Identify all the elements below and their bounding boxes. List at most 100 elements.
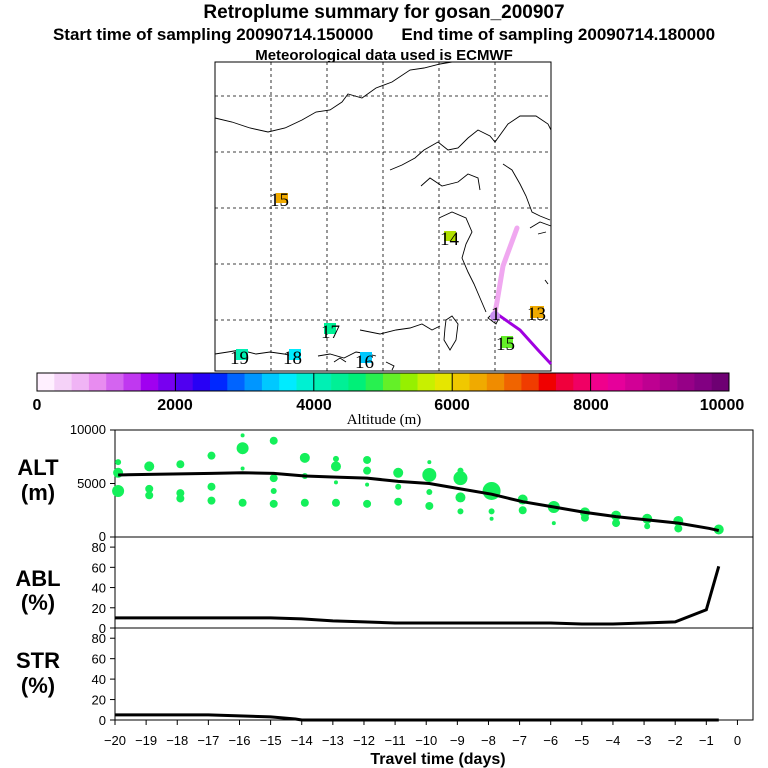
colorbar-cell <box>590 373 609 391</box>
alt-scatter-point <box>144 461 155 472</box>
colorbar-cell <box>642 373 661 391</box>
colorbar-cell <box>365 373 384 391</box>
alt-scatter-point <box>207 482 216 491</box>
label-marker-16 <box>360 352 372 363</box>
alt-scatter-point <box>427 460 432 465</box>
alt-scatter-point <box>363 455 372 464</box>
colorbar-cell <box>331 373 349 391</box>
colorbar-cell <box>296 373 315 391</box>
x-tick-label: −13 <box>322 733 344 748</box>
abl-series-line <box>115 565 721 626</box>
x-tick-label: −20 <box>104 733 126 748</box>
colorbar-cell <box>538 373 557 391</box>
colorbar-cell <box>521 373 539 391</box>
alt-scatter-point <box>207 496 216 505</box>
colorbar-tick-label: 8000 <box>573 397 609 414</box>
colorbar-cell <box>417 373 436 391</box>
map-label: 19 <box>230 348 249 369</box>
colorbar-tick-label: 2000 <box>157 397 193 414</box>
str-frame <box>114 627 754 721</box>
x-tick-label: −2 <box>668 733 683 748</box>
x-tick-label: −18 <box>166 733 188 748</box>
alt-scatter-point <box>455 492 466 503</box>
alt-scatter-point <box>207 451 216 460</box>
map: 15 14 13 15 17 19 18 16 1 <box>214 61 553 373</box>
map-frame <box>214 61 552 372</box>
alt-scatter-point <box>270 487 277 494</box>
alt-scatter-point <box>551 521 556 526</box>
colorbar-cell <box>175 373 193 391</box>
colorbar-tick-label: 0 <box>33 397 42 414</box>
map-label: 18 <box>283 348 302 369</box>
abl-ytick: 80 <box>92 540 106 555</box>
map-label: 13 <box>527 304 546 325</box>
x-axis-title: Travel time (days) <box>370 751 505 768</box>
map-label: 1 <box>491 304 501 325</box>
colorbar-tick-label: 4000 <box>296 397 332 414</box>
str-series-line <box>115 713 719 722</box>
alt-scatter-point <box>365 482 370 487</box>
alt-scatter-point <box>363 466 372 475</box>
x-tick-label: −6 <box>543 733 558 748</box>
x-tick-label: −4 <box>606 733 621 748</box>
x-tick-label: −1 <box>699 733 714 748</box>
map-label: 15 <box>270 190 289 211</box>
alt-scatter-point <box>488 508 495 515</box>
map-labels: 15 14 13 15 17 19 18 16 1 <box>230 190 546 373</box>
alt-series-line <box>118 471 720 533</box>
colorbar-cell <box>573 373 591 391</box>
colorbar-cell <box>71 373 90 391</box>
alt-panel: ALT (m) 10000 5000 0 <box>17 422 754 544</box>
alt-ytick: 0 <box>99 529 106 544</box>
label-marker-13 <box>530 306 544 318</box>
colorbar-cell <box>88 373 107 391</box>
alt-scatter-point <box>176 460 185 469</box>
alt-scatter-point <box>395 483 402 490</box>
colorbar-cell <box>434 373 453 391</box>
x-tick-label: −10 <box>415 733 437 748</box>
alt-scatter-point <box>240 466 245 471</box>
x-tick-label: −16 <box>228 733 250 748</box>
colorbar-cell <box>54 373 72 391</box>
map-label: 14 <box>440 229 460 250</box>
alt-scatter-point <box>332 455 339 462</box>
colorbar-cell <box>486 373 505 391</box>
x-tick-label: −17 <box>197 733 219 748</box>
alt-scatter-point <box>238 498 247 507</box>
alt-scatter-point <box>331 498 340 507</box>
colorbar-cell <box>123 373 142 391</box>
alt-scatter-point <box>482 481 501 500</box>
alt-scatter-point <box>112 484 125 497</box>
alt-ytick: 10000 <box>70 422 106 437</box>
str-ytick: 80 <box>92 631 106 646</box>
abl-ylabel-unit: (%) <box>21 590 55 615</box>
abl-ytick: 40 <box>92 581 106 596</box>
x-tick-label: −19 <box>135 733 157 748</box>
alt-scatter-point <box>422 467 437 482</box>
alt-scatter-point <box>299 452 310 463</box>
colorbar-cell <box>279 373 297 391</box>
alt-scatter-point <box>425 501 434 510</box>
colorbar-cell <box>158 373 176 391</box>
x-tick-label: −15 <box>260 733 282 748</box>
colorbar: 0 2000 4000 6000 8000 10000 Altitude (m) <box>33 372 745 428</box>
x-tick-label: −12 <box>353 733 375 748</box>
plume-trajectory <box>490 225 553 366</box>
alt-scatter-point <box>674 524 683 533</box>
abl-ytick: 0 <box>99 621 106 636</box>
alt-scatter-point <box>236 442 249 455</box>
abl-panel: ABL (%) 80 60 40 20 0 <box>15 536 754 636</box>
str-ytick: 60 <box>92 652 106 667</box>
x-tick-label: −14 <box>291 733 313 748</box>
colorbar-cell <box>106 373 124 391</box>
str-ylabel: STR <box>16 648 60 673</box>
alt-scatter-point <box>489 516 494 521</box>
alt-scatter-point <box>145 491 154 500</box>
colorbar-cell <box>140 373 159 391</box>
abl-ylabel: ABL <box>15 566 60 591</box>
alt-scatter-point <box>518 506 527 515</box>
colorbar-cell <box>400 373 418 391</box>
x-tick-label: −11 <box>385 733 406 748</box>
colorbar-tick-label: 10000 <box>700 397 745 414</box>
